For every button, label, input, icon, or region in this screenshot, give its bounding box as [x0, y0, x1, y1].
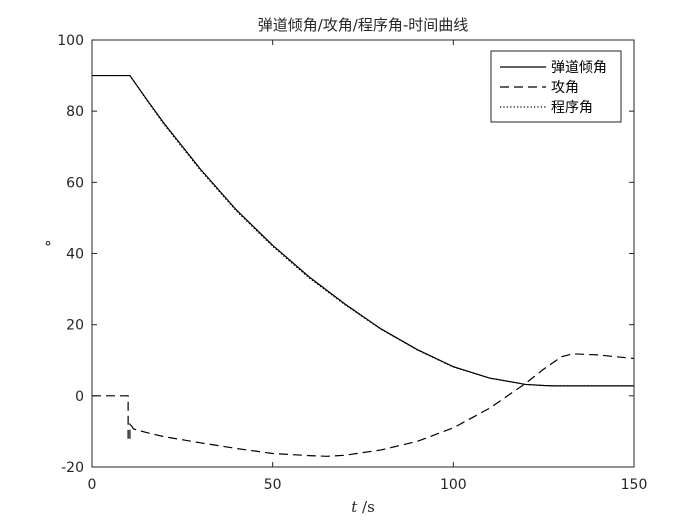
y-tick-label: -20 — [61, 460, 84, 476]
x-axis-unit: /s — [357, 498, 375, 516]
y-tick-label: 20 — [66, 318, 84, 334]
x-tick-label: 50 — [264, 477, 282, 493]
legend-label-3: 程序角 — [551, 100, 593, 116]
y-tick-label: 40 — [66, 247, 84, 263]
x-axis-variable: t — [351, 498, 358, 516]
x-tick-label: 100 — [440, 477, 467, 493]
y-tick-label: 0 — [75, 389, 84, 405]
legend-label-1: 弹道倾角 — [551, 60, 607, 76]
y-axis-label: ° — [44, 238, 52, 256]
y-tick-label: 100 — [57, 33, 84, 49]
y-tick-label: 80 — [66, 104, 84, 120]
plot-area — [92, 74, 635, 457]
x-tick-label: 150 — [621, 477, 648, 493]
x-tick-label: 0 — [88, 477, 97, 493]
legend-box — [490, 50, 622, 123]
series-line-2 — [92, 353, 635, 457]
chart-title: 弹道倾角/攻角/程序角-时间曲线 — [258, 16, 469, 34]
series-line-1 — [92, 74, 634, 387]
legend-label-2: 攻角 — [551, 80, 579, 96]
x-axis-label: t /s — [351, 498, 375, 516]
y-tick-label: 60 — [66, 175, 84, 191]
